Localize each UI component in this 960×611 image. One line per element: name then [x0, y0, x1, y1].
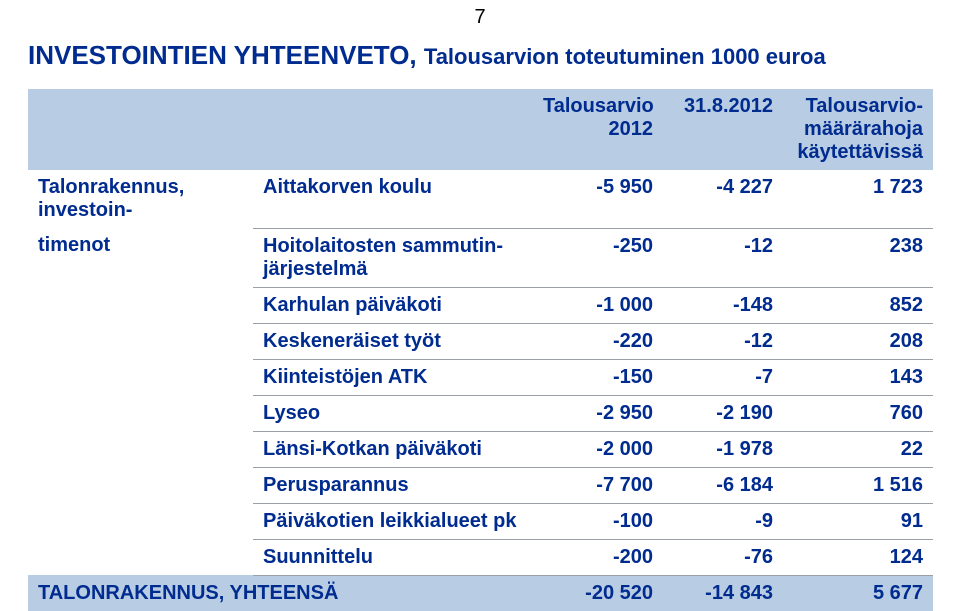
row-val-c4: -6 184 [663, 467, 783, 503]
table-row: Perusparannus -7 700 -6 184 1 516 [28, 467, 933, 503]
table-row: Talonrakennus, investoin- Aittakorven ko… [28, 170, 933, 228]
header-blank-2 [253, 89, 533, 170]
header-text: Talousarvio [543, 95, 653, 118]
row-val-c3: -2 000 [533, 431, 663, 467]
row-val-c5: 208 [783, 323, 933, 359]
table-row: timenot Hoitolaitosten sammutin- järjest… [28, 228, 933, 287]
row-val-c4: -148 [663, 287, 783, 323]
table-row: Päiväkotien leikkialueet pk -100 -9 91 [28, 503, 933, 539]
row-val-c4: -76 [663, 539, 783, 575]
row-desc: Länsi-Kotkan päiväkoti [253, 431, 533, 467]
row-desc: Kiinteistöjen ATK [253, 359, 533, 395]
row-group-label [28, 287, 253, 323]
row-val-c5: 1 516 [783, 467, 933, 503]
row-group-label [28, 395, 253, 431]
row-desc: Lyseo [253, 395, 533, 431]
row-group-label [28, 359, 253, 395]
page-title: INVESTOINTIEN YHTEENVETO, Talousarvion t… [28, 40, 932, 71]
row-val-c5: 852 [783, 287, 933, 323]
row-group-label [28, 539, 253, 575]
table-body: Talonrakennus, investoin- Aittakorven ko… [28, 170, 933, 575]
title-sub: Talousarvion toteutuminen 1000 euroa [424, 44, 826, 69]
table-row: Karhulan päiväkoti -1 000 -148 852 [28, 287, 933, 323]
row-val-c4: -12 [663, 323, 783, 359]
row-val-c3: -2 950 [533, 395, 663, 431]
table-header: Talousarvio 2012 31.8.2012 Talousarvio- … [28, 89, 933, 170]
row-desc-line: Hoitolaitosten sammutin- [263, 235, 503, 257]
row-val-c5: 143 [783, 359, 933, 395]
header-col-date: 31.8.2012 [663, 89, 783, 170]
header-col-available: Talousarvio- määrärahoja käytettävissä [783, 89, 933, 170]
row-group-label [28, 503, 253, 539]
header-blank-1 [28, 89, 253, 170]
row-val-c3: -1 000 [533, 287, 663, 323]
row-val-c5: 124 [783, 539, 933, 575]
row-val-c3: -7 700 [533, 467, 663, 503]
row-val-c5: 22 [783, 431, 933, 467]
row-val-c3: -220 [533, 323, 663, 359]
row-group-label: timenot [28, 228, 253, 287]
row-val-c5: 760 [783, 395, 933, 431]
row-desc: Keskeneräiset työt [253, 323, 533, 359]
footer-label: TALONRAKENNUS, YHTEENSÄ [28, 575, 533, 611]
row-val-c4: -7 [663, 359, 783, 395]
table-row: Kiinteistöjen ATK -150 -7 143 [28, 359, 933, 395]
table-row: Lyseo -2 950 -2 190 760 [28, 395, 933, 431]
row-desc: Karhulan päiväkoti [253, 287, 533, 323]
table-row: Suunnittelu -200 -76 124 [28, 539, 933, 575]
row-group-label [28, 431, 253, 467]
page-number: 7 [474, 6, 485, 29]
row-val-c4: -9 [663, 503, 783, 539]
table-row: Länsi-Kotkan päiväkoti -2 000 -1 978 22 [28, 431, 933, 467]
row-val-c4: -1 978 [663, 431, 783, 467]
row-group-label [28, 467, 253, 503]
row-desc: Aittakorven koulu [253, 170, 533, 228]
header-text: määrärahoja [793, 118, 923, 141]
row-val-c4: -2 190 [663, 395, 783, 431]
row-val-c3: -250 [533, 228, 663, 287]
footer-val-c3: -20 520 [533, 575, 663, 611]
row-val-c4: -4 227 [663, 170, 783, 228]
row-desc: Päiväkotien leikkialueet pk [253, 503, 533, 539]
row-val-c5: 238 [783, 228, 933, 287]
row-val-c4: -12 [663, 228, 783, 287]
table-row: Keskeneräiset työt -220 -12 208 [28, 323, 933, 359]
header-text: käytettävissä [793, 141, 923, 164]
summary-table: Talousarvio 2012 31.8.2012 Talousarvio- … [28, 89, 933, 611]
row-val-c5: 1 723 [783, 170, 933, 228]
row-group-label [28, 323, 253, 359]
title-main: INVESTOINTIEN YHTEENVETO, [28, 40, 417, 70]
row-desc: Perusparannus [253, 467, 533, 503]
header-text: 2012 [543, 118, 653, 141]
footer-val-c5: 5 677 [783, 575, 933, 611]
row-desc-line: järjestelmä [263, 258, 368, 280]
row-val-c3: -150 [533, 359, 663, 395]
row-val-c3: -5 950 [533, 170, 663, 228]
page: 7 INVESTOINTIEN YHTEENVETO, Talousarvion… [0, 0, 960, 591]
row-val-c3: -200 [533, 539, 663, 575]
header-text: 31.8.2012 [673, 95, 773, 118]
table-footer: TALONRAKENNUS, YHTEENSÄ -20 520 -14 843 … [28, 575, 933, 611]
header-text: Talousarvio- [793, 95, 923, 118]
row-group-label: Talonrakennus, investoin- [28, 170, 253, 228]
row-val-c5: 91 [783, 503, 933, 539]
row-val-c3: -100 [533, 503, 663, 539]
header-col-talousarvio: Talousarvio 2012 [533, 89, 663, 170]
row-desc: Hoitolaitosten sammutin- järjestelmä [253, 228, 533, 287]
footer-val-c4: -14 843 [663, 575, 783, 611]
row-desc: Suunnittelu [253, 539, 533, 575]
